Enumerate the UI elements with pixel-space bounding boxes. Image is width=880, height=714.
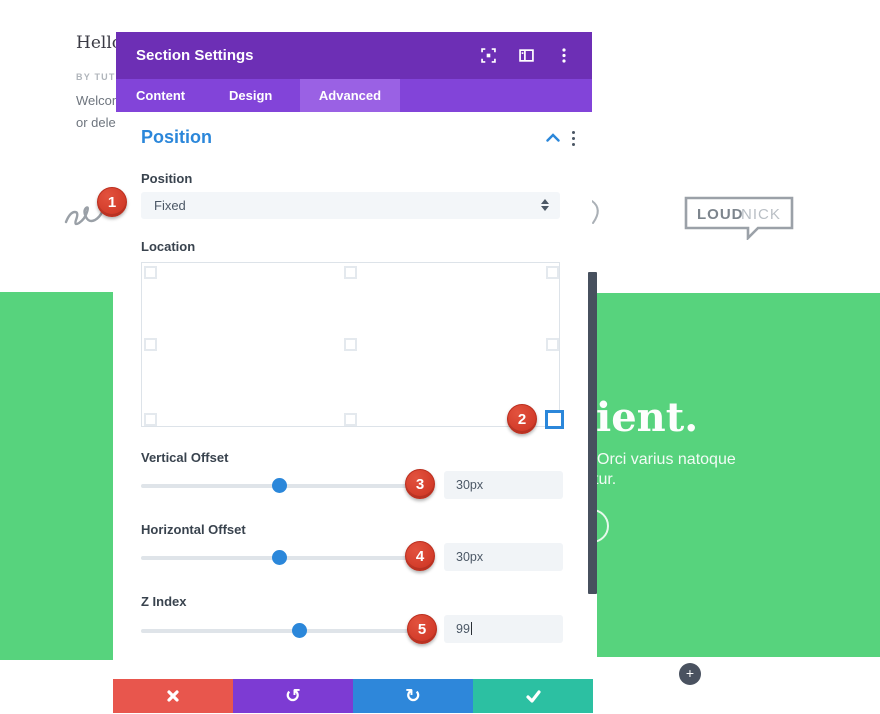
tab-advanced[interactable]: Advanced xyxy=(300,79,400,112)
modal-tabbar: Content Design Advanced xyxy=(116,79,592,112)
horizontal-offset-label: Horizontal Offset xyxy=(141,522,246,537)
hero-subtext-line2: tur. xyxy=(594,471,617,488)
tab-content[interactable]: Content xyxy=(136,88,186,103)
undo-button[interactable]: ↺ xyxy=(233,679,353,713)
position-select[interactable]: Fixed xyxy=(141,192,560,219)
annotation-badge-5: 5 xyxy=(407,614,437,644)
annotation-badge-1: 1 xyxy=(97,187,127,217)
discard-button[interactable] xyxy=(113,679,233,713)
green-section-left xyxy=(0,292,113,660)
post-byline: BY TUT xyxy=(76,72,116,82)
section-options-icon[interactable] xyxy=(572,131,576,146)
location-grid xyxy=(141,262,564,429)
vertical-offset-value: 30px xyxy=(456,478,484,492)
location-cell-middle-left[interactable] xyxy=(144,338,157,351)
position-field-label: Position xyxy=(141,171,193,186)
post-excerpt-line1: Welcom xyxy=(76,93,123,108)
annotation-badge-2: 2 xyxy=(507,404,537,434)
location-cell-bottom-center[interactable] xyxy=(344,413,357,426)
signature-logo-icon xyxy=(64,206,104,226)
horizontal-offset-value: 30px xyxy=(456,550,484,564)
tab-design[interactable]: Design xyxy=(229,88,273,103)
add-section-button[interactable]: + xyxy=(679,663,701,685)
location-cell-top-left[interactable] xyxy=(144,266,157,279)
select-updown-icon xyxy=(541,199,549,211)
z-index-label: Z Index xyxy=(141,594,187,609)
location-cell-middle-center[interactable] xyxy=(344,338,357,351)
z-index-slider-thumb[interactable] xyxy=(292,623,307,638)
undo-icon: ↺ xyxy=(285,684,301,707)
location-cell-middle-right[interactable] xyxy=(546,338,559,351)
position-select-value: Fixed xyxy=(154,198,186,213)
z-index-slider-track[interactable] xyxy=(141,629,408,633)
vertical-offset-label: Vertical Offset xyxy=(141,450,229,465)
hero-heading-fragment: ient. xyxy=(596,394,699,441)
redo-icon: ↻ xyxy=(405,684,421,707)
modal-scrollbar[interactable] xyxy=(588,272,597,594)
horizontal-offset-slider-thumb[interactable] xyxy=(272,550,287,565)
save-button[interactable] xyxy=(473,679,593,713)
loudnick-logo: LOUD NICK xyxy=(684,196,794,240)
check-icon xyxy=(525,689,541,703)
redo-button[interactable]: ↻ xyxy=(353,679,473,713)
split-view-icon[interactable] xyxy=(518,48,534,64)
chevron-up-icon[interactable] xyxy=(546,133,560,142)
brand-bold-text: LOUD xyxy=(697,206,744,223)
position-section-title[interactable]: Position xyxy=(141,127,212,147)
annotation-badge-3: 3 xyxy=(405,469,435,499)
expand-modal-icon[interactable] xyxy=(480,48,496,64)
builder-toolbar: ↺ ↻ xyxy=(113,679,593,713)
script-logo-tail-icon xyxy=(591,200,599,224)
vertical-offset-value-input[interactable]: 30px xyxy=(444,471,563,499)
modal-header: Section Settings xyxy=(116,32,592,79)
location-cell-top-center[interactable] xyxy=(344,266,357,279)
hero-subtext-line1: Orci varius natoque xyxy=(597,451,736,468)
z-index-value-input[interactable]: 99 xyxy=(444,615,563,643)
location-cell-bottom-left[interactable] xyxy=(144,413,157,426)
post-title: Hello xyxy=(76,33,122,53)
annotation-badge-4: 4 xyxy=(405,541,435,571)
more-options-icon[interactable] xyxy=(556,48,572,64)
brand-light-text: NICK xyxy=(741,206,781,223)
vertical-offset-slider-thumb[interactable] xyxy=(272,478,287,493)
x-icon xyxy=(167,690,179,702)
section-settings-modal: Section Settings xyxy=(116,32,592,679)
modal-title: Section Settings xyxy=(136,47,254,64)
green-section-right xyxy=(597,293,880,657)
location-cell-bottom-right-selected[interactable] xyxy=(545,410,564,429)
horizontal-offset-value-input[interactable]: 30px xyxy=(444,543,563,571)
z-index-value: 99 xyxy=(456,622,470,636)
text-cursor xyxy=(470,622,472,635)
post-excerpt-line2: or dele xyxy=(76,115,116,130)
location-cell-top-right[interactable] xyxy=(546,266,559,279)
location-field-label: Location xyxy=(141,239,196,254)
